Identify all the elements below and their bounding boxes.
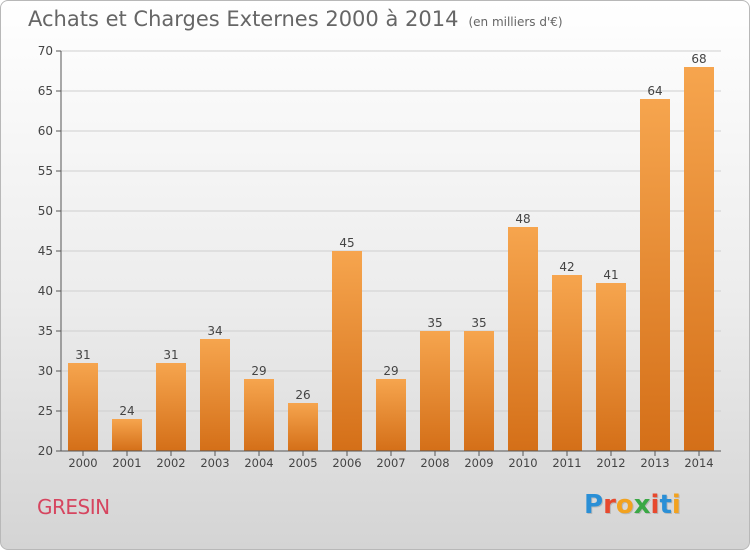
y-tick-label: 40 [38, 284, 53, 298]
logo-letter: t [659, 490, 672, 520]
bars [68, 67, 714, 451]
bar-value-label: 34 [207, 324, 222, 338]
bar-value-label: 35 [471, 316, 486, 330]
bar [684, 67, 714, 451]
bar-value-label: 26 [295, 388, 310, 402]
y-tick-label: 55 [38, 164, 53, 178]
bar-value-label: 41 [603, 268, 618, 282]
x-tick-label: 2011 [552, 456, 581, 470]
bar-value-label: 42 [559, 260, 574, 274]
x-tick-label: 2014 [684, 456, 713, 470]
x-tick-label: 2010 [508, 456, 537, 470]
bar [244, 379, 274, 451]
bar [552, 275, 582, 451]
y-tick-label: 30 [38, 364, 53, 378]
bar-value-label: 68 [691, 52, 706, 66]
logo-letter: i [671, 490, 681, 520]
logo-letter: o [615, 490, 634, 520]
x-tick-label: 2012 [596, 456, 625, 470]
y-tick-label: 45 [38, 244, 53, 258]
bar [376, 379, 406, 451]
logo-letter: P [584, 490, 604, 520]
bar-value-label: 31 [75, 348, 90, 362]
logo-letter: x [633, 490, 651, 520]
y-tick-label: 35 [38, 324, 53, 338]
y-tick-label: 60 [38, 124, 53, 138]
bar [200, 339, 230, 451]
bar-value-label: 29 [251, 364, 266, 378]
y-tick-label: 20 [38, 444, 53, 458]
axes [56, 50, 721, 456]
bar-value-label: 24 [119, 404, 134, 418]
logo-letter: i [650, 490, 660, 520]
labels: 20 25 30 35 40 45 50 55 60 65 70 31 2000 24 2001 31 2002… [38, 44, 714, 470]
chart-title-block: Achats et Charges Externes 2000 à 2014 (e… [28, 7, 563, 31]
x-tick-label: 2007 [376, 456, 405, 470]
bar [156, 363, 186, 451]
y-tick-label: 50 [38, 204, 53, 218]
bar-value-label: 64 [647, 84, 662, 98]
bar-value-label: 35 [427, 316, 442, 330]
logo-letter: r [603, 490, 616, 520]
chart-unit: (en milliers d'€) [468, 15, 563, 29]
bar-value-label: 45 [339, 236, 354, 250]
x-tick-label: 2000 [68, 456, 97, 470]
place-name: GRESIN [37, 495, 110, 519]
bar [640, 99, 670, 451]
bar [508, 227, 538, 451]
x-tick-label: 2002 [156, 456, 185, 470]
bar [464, 331, 494, 451]
x-tick-label: 2005 [288, 456, 317, 470]
x-tick-label: 2008 [420, 456, 449, 470]
y-tick-label: 65 [38, 84, 53, 98]
bar [68, 363, 98, 451]
x-tick-label: 2009 [464, 456, 493, 470]
x-tick-label: 2003 [200, 456, 229, 470]
bar [332, 251, 362, 451]
chart-title: Achats et Charges Externes 2000 à 2014 [28, 7, 459, 31]
x-tick-label: 2013 [640, 456, 669, 470]
bar [420, 331, 450, 451]
bar [288, 403, 318, 451]
bar-value-label: 48 [515, 212, 530, 226]
x-tick-label: 2004 [244, 456, 273, 470]
proxiti-logo: Proxiti [584, 490, 681, 520]
x-tick-label: 2001 [112, 456, 141, 470]
bar [112, 419, 142, 451]
bar-value-label: 29 [383, 364, 398, 378]
bar [596, 283, 626, 451]
y-tick-label: 25 [38, 404, 53, 418]
y-tick-label: 70 [38, 44, 53, 58]
bar-value-label: 31 [163, 348, 178, 362]
x-tick-label: 2006 [332, 456, 361, 470]
